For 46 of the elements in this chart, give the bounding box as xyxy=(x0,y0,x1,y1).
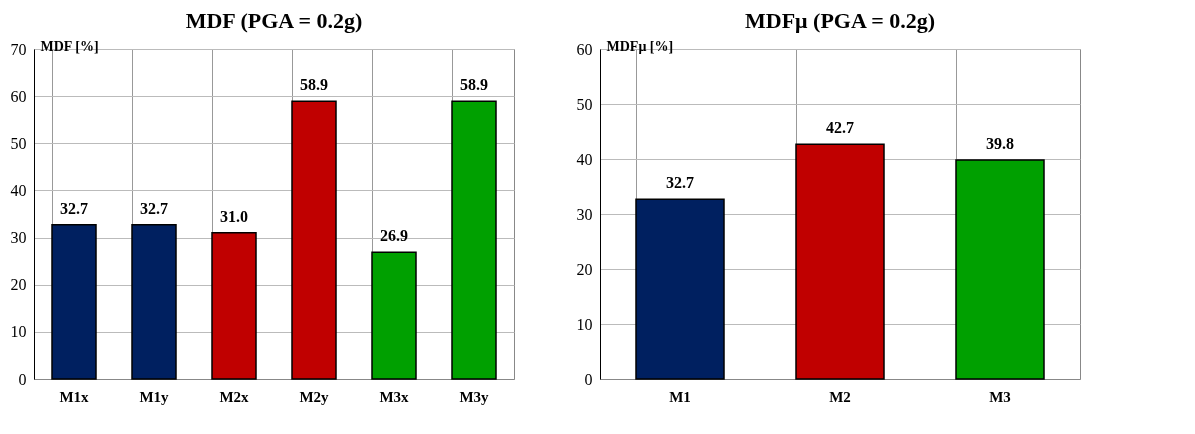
y-tick-label: 50 xyxy=(10,134,27,152)
data-label: 42.7 xyxy=(826,119,854,137)
data-label: 39.8 xyxy=(986,135,1014,153)
bar xyxy=(291,100,337,380)
x-tick-label: M1y xyxy=(139,388,170,405)
y-axis-title: MDF [%] xyxy=(40,38,99,54)
y-tick-label: 20 xyxy=(576,260,593,278)
data-label: 26.9 xyxy=(380,227,408,245)
bar xyxy=(371,251,417,380)
x-tick-label: M2x xyxy=(219,388,250,405)
bar xyxy=(211,232,257,380)
y-axis-title: MDFμ [%] xyxy=(606,38,674,54)
bar xyxy=(451,100,497,380)
x-tick-label: M3y xyxy=(459,388,490,405)
x-tick-label: M3x xyxy=(379,388,410,405)
y-tick-label: 60 xyxy=(576,40,593,58)
y-tick-label: 10 xyxy=(10,323,27,341)
bar xyxy=(955,159,1045,380)
y-tick-label: 70 xyxy=(10,40,27,58)
y-tick-label: 0 xyxy=(584,370,593,388)
data-label: 32.7 xyxy=(60,199,88,217)
bar xyxy=(635,198,725,380)
x-tick-label: M2 xyxy=(829,388,851,405)
bar xyxy=(131,224,177,380)
x-tick-label: M1 xyxy=(669,388,691,405)
y-tick-label: 40 xyxy=(10,181,27,199)
bar xyxy=(795,143,885,380)
y-tick-label: 0 xyxy=(18,370,27,388)
data-label: 58.9 xyxy=(460,76,488,94)
y-tick-label: 20 xyxy=(10,276,27,294)
y-tick-label: 40 xyxy=(576,150,593,168)
y-tick-label: 10 xyxy=(576,315,593,333)
x-tick-label: M2y xyxy=(299,388,330,405)
y-tick-label: 50 xyxy=(576,95,593,113)
bar xyxy=(51,224,97,380)
data-label: 31.0 xyxy=(220,207,248,225)
data-label: 58.9 xyxy=(300,76,328,94)
y-tick-label: 30 xyxy=(10,229,27,247)
chart-title: MDF (PGA = 0.2g) xyxy=(185,8,363,33)
data-label: 32.7 xyxy=(666,174,694,192)
x-tick-label: M3 xyxy=(989,388,1011,405)
data-label: 32.7 xyxy=(140,199,168,217)
y-tick-label: 60 xyxy=(10,87,27,105)
y-tick-label: 30 xyxy=(576,205,593,223)
x-tick-label: M1x xyxy=(59,388,90,405)
chart-title: MDFμ (PGA = 0.2g) xyxy=(745,8,935,33)
